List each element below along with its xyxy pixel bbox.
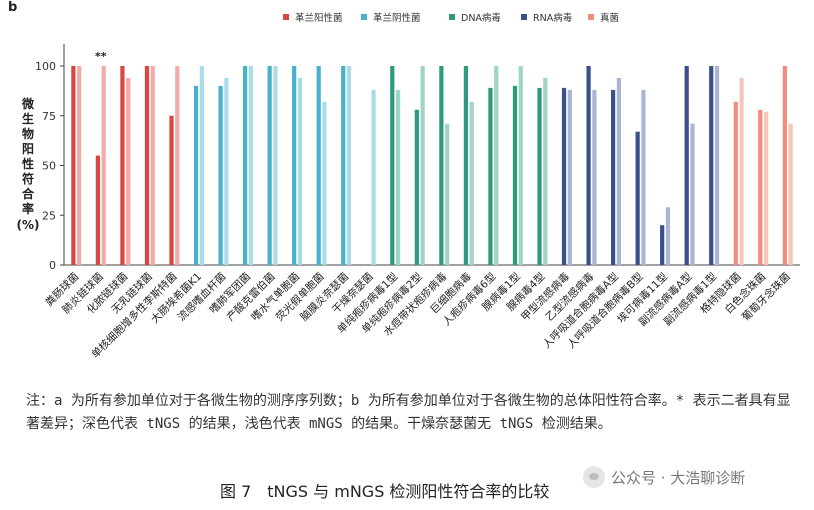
watermark: 公众号 · 大浩聊诊断 [583,466,745,488]
bar-tngs [95,155,100,265]
bar-mngs [469,101,474,265]
bar-tngs [71,66,76,265]
bar-mngs [346,66,352,265]
panel-label: b [8,0,18,15]
bar-mngs [273,66,278,265]
bar-tngs [243,66,248,265]
legend-swatch [588,14,594,20]
bar-tngs [684,66,689,265]
bar-tngs [120,66,125,265]
bar-mngs [175,66,180,265]
bar-mngs [420,66,425,265]
legend-label: 真菌 [600,12,619,24]
y-tick-label: 100 [35,60,56,73]
bar-mngs [567,89,572,265]
y-axis-label: 微生物阳性符合率(%) [17,96,40,232]
bar-mngs [126,77,131,265]
figure-caption: 图 7 tNGS 与 mNGS 检测阳性符合率的比较 [220,482,550,501]
bar-mngs [297,77,303,265]
bar-tngs [218,85,223,266]
bar-mngs [494,66,499,265]
legend-swatch [361,14,367,20]
bar-mngs [224,77,229,265]
bar-chart: 0 25 50 75 100 微生物阳性符合率(%) 革兰阳性菌 革兰阴性菌 DNA病毒 RNA病… [17,12,800,361]
bar-mngs [371,89,376,265]
legend-swatch [521,14,527,20]
bar-tngs [782,66,787,265]
bar-tngs [193,85,199,266]
legend-label: 革兰阴性菌 [373,12,421,24]
bar-mngs [199,66,204,265]
bar-tngs [169,115,174,265]
legend-label: 革兰阳性菌 [295,12,343,24]
y-tick-label: 25 [42,209,56,222]
y-tick-label: 0 [49,259,56,272]
bar-mngs [641,89,646,265]
bar-mngs [396,89,401,265]
bar-mngs [739,77,744,265]
bar-tngs [586,66,591,265]
bar-mngs [77,66,82,265]
bar-mngs [592,89,597,265]
bar-mngs [714,66,720,265]
bar-mngs [322,101,327,265]
bar-mngs [616,77,621,265]
bar-mngs [788,123,793,266]
bar-mngs [665,207,671,265]
bar-tngs [733,101,738,265]
bar-tngs [488,87,493,265]
bar-mngs [543,77,548,265]
bar-mngs [150,66,155,265]
bar-tngs [414,109,419,265]
bar-tngs [267,66,272,265]
bar-tngs [537,87,542,265]
bar-mngs [764,111,769,266]
legend-swatch [449,14,455,20]
bar-tngs [758,109,763,265]
bar-tngs [660,225,665,265]
significance-marker: ** [95,50,107,63]
bar-tngs [292,66,297,265]
legend-label: RNA病毒 [533,12,573,24]
watermark-text: 公众号 · 大浩聊诊断 [611,468,746,487]
y-tick-label: 50 [42,160,56,173]
bar-mngs [690,123,695,266]
bar-tngs [144,66,150,265]
y-tick-label: 75 [42,110,56,123]
bar-mngs [518,66,523,265]
bar-tngs [512,85,518,266]
bar-tngs [390,66,395,265]
bar-tngs [635,131,640,265]
bar-mngs [101,66,106,265]
bar-tngs [709,66,714,265]
figure-note: 注：a 为所有参加单位对于各微生物的测序序列数；b 为所有参加单位对于各微生物的… [26,393,791,432]
wechat-icon [583,466,605,488]
bar-tngs [439,66,444,265]
bar-tngs [316,66,321,265]
bar-tngs [341,66,346,265]
bar-tngs [561,87,567,265]
bar-mngs [445,123,450,266]
legend-label: DNA病毒 [461,12,501,24]
legend-swatch [283,14,289,20]
bar-tngs [463,66,468,265]
bar-tngs [611,89,616,265]
bar-mngs [248,66,253,265]
